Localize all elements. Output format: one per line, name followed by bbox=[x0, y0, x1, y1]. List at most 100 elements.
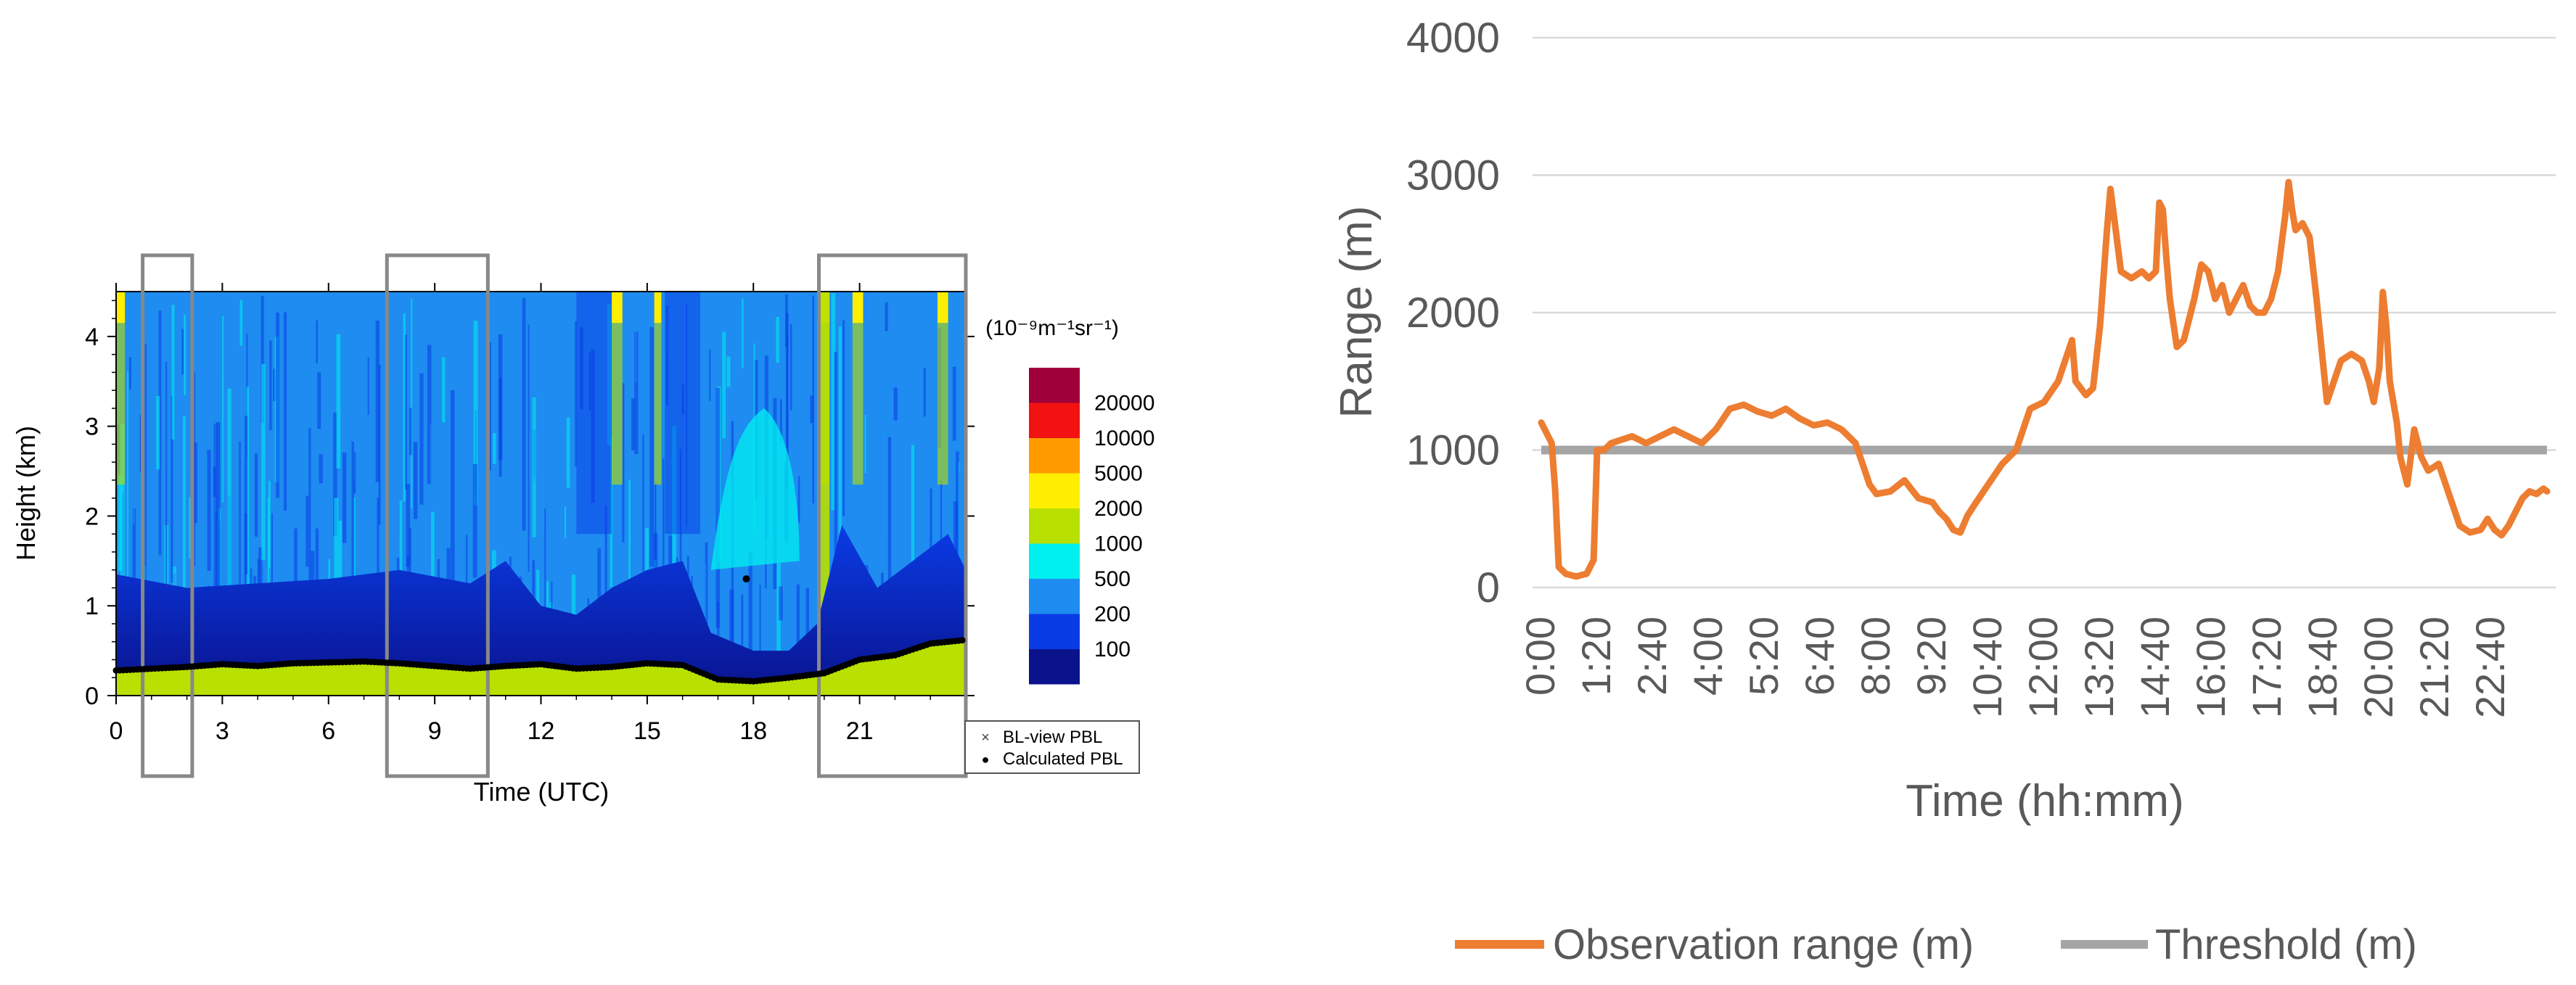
aerosol-streak bbox=[919, 493, 922, 611]
aerosol-streak bbox=[779, 399, 782, 444]
aerosol-streak bbox=[268, 480, 271, 569]
x-tick-label: 2:40 bbox=[1629, 617, 1675, 696]
aerosol-streak bbox=[184, 314, 186, 395]
colorbar-swatch bbox=[1029, 438, 1080, 474]
calculated-pbl-markers bbox=[112, 575, 966, 685]
colorbar-label: 100 bbox=[1094, 638, 1131, 662]
aerosol-streak bbox=[845, 301, 849, 537]
aerosol-streak bbox=[940, 481, 943, 552]
aerosol-streak bbox=[779, 586, 783, 621]
x-tick-label: 5:20 bbox=[1741, 617, 1787, 696]
aerosol-streak bbox=[261, 363, 266, 561]
aerosol-streak bbox=[522, 297, 526, 531]
aerosol-streak bbox=[189, 497, 192, 559]
aerosol-streak bbox=[409, 527, 411, 610]
x-tick-label: 6 bbox=[321, 717, 335, 745]
aerosol-streak bbox=[144, 344, 147, 590]
x-tick-label: 20:00 bbox=[2355, 617, 2401, 718]
aerosol-streak bbox=[635, 316, 637, 383]
aerosol-streak bbox=[182, 416, 186, 632]
aerosol-streak bbox=[499, 378, 502, 477]
aerosol-streak bbox=[165, 361, 168, 607]
aerosol-streak bbox=[126, 371, 128, 593]
yellow-column bbox=[612, 292, 623, 323]
aerosol-streak bbox=[227, 388, 231, 605]
aerosol-streak bbox=[796, 584, 800, 696]
aerosol-streak bbox=[715, 387, 721, 628]
aerosol-streak bbox=[353, 497, 356, 577]
aerosol-streak bbox=[181, 329, 184, 375]
colorbar-swatch bbox=[1029, 508, 1080, 544]
lime-column bbox=[937, 323, 948, 485]
legend-marker-calculated: ● bbox=[982, 752, 990, 767]
aerosol-streak bbox=[741, 594, 744, 696]
aerosol-streak bbox=[705, 542, 708, 696]
aerosol-streak bbox=[128, 357, 131, 390]
colorbar-swatch bbox=[1029, 579, 1080, 614]
heatmap-ylabel: Height (km) bbox=[11, 426, 41, 561]
aerosol-streak bbox=[551, 582, 553, 634]
aerosol-streak bbox=[430, 424, 433, 495]
aerosol-streak bbox=[789, 323, 792, 411]
aerosol-streak bbox=[350, 313, 355, 484]
aerosol-streak bbox=[766, 579, 769, 696]
aerosol-streak bbox=[118, 474, 123, 572]
aerosol-streak bbox=[375, 320, 380, 482]
aerosol-streak bbox=[742, 299, 744, 368]
clear-band bbox=[576, 292, 612, 535]
lime-column bbox=[654, 323, 662, 485]
aerosol-streak bbox=[528, 324, 530, 572]
aerosol-streak bbox=[338, 520, 342, 606]
aerosol-streak bbox=[952, 366, 956, 441]
x-tick-label: 8:00 bbox=[1853, 617, 1898, 696]
aerosol-streak bbox=[787, 335, 789, 544]
highlight-box bbox=[385, 253, 490, 778]
aerosol-streak bbox=[634, 331, 639, 454]
aerosol-streak bbox=[283, 312, 287, 511]
aerosol-streak bbox=[239, 441, 241, 687]
aerosol-streak bbox=[156, 395, 160, 470]
aerosol-streak bbox=[216, 422, 221, 665]
aerosol-streak bbox=[750, 524, 755, 696]
aerosol-streak bbox=[269, 340, 272, 431]
heatmap-legend: × BL-view PBL ● Calculated PBL bbox=[964, 720, 1140, 774]
y-tick-label: 4 bbox=[85, 323, 99, 351]
colorbar-swatch bbox=[1029, 368, 1080, 403]
y-tick-label: 4000 bbox=[1406, 15, 1500, 62]
colorbar-swatch bbox=[1029, 614, 1080, 649]
aerosol-streak bbox=[492, 433, 496, 464]
lime-column bbox=[116, 323, 126, 485]
x-tick-label: 9 bbox=[428, 717, 442, 745]
aerosol-streak bbox=[663, 310, 666, 358]
colorbar-label: 2000 bbox=[1094, 497, 1143, 521]
observation-range-line bbox=[1538, 178, 2551, 580]
y-tick-label: 2000 bbox=[1406, 289, 1500, 337]
aerosol-streak bbox=[838, 326, 842, 535]
aerosol-streak bbox=[342, 452, 347, 543]
heatmap-plot-area bbox=[116, 292, 966, 696]
aerosol-streak bbox=[158, 310, 162, 556]
yellow-column bbox=[654, 292, 662, 323]
highlight-box bbox=[141, 253, 194, 778]
colorbar-unit: (10⁻⁹m⁻¹sr⁻¹) bbox=[985, 316, 1119, 340]
yellow-column bbox=[852, 292, 864, 323]
aerosol-streak bbox=[442, 357, 446, 423]
aerosol-streak bbox=[213, 466, 216, 498]
aerosol-streak bbox=[566, 417, 570, 488]
y-tick-label: 1 bbox=[85, 593, 99, 620]
aerosol-streak bbox=[628, 479, 631, 677]
x-tick-label: 21:20 bbox=[2411, 617, 2457, 718]
aerosol-streak bbox=[246, 387, 250, 590]
x-tick-label: 4:00 bbox=[1685, 617, 1731, 696]
aerosol-streak bbox=[885, 302, 888, 331]
aerosol-streak bbox=[642, 434, 644, 572]
aerosol-streak bbox=[450, 390, 455, 583]
aerosol-streak bbox=[207, 450, 211, 572]
aerosol-streak bbox=[545, 367, 549, 526]
aerosol-streak bbox=[193, 372, 196, 566]
aerosol-streak bbox=[531, 477, 536, 610]
colorbar-label: 5000 bbox=[1094, 462, 1143, 486]
x-tick-label: 12 bbox=[528, 717, 555, 745]
aerosol-streak bbox=[367, 357, 369, 416]
